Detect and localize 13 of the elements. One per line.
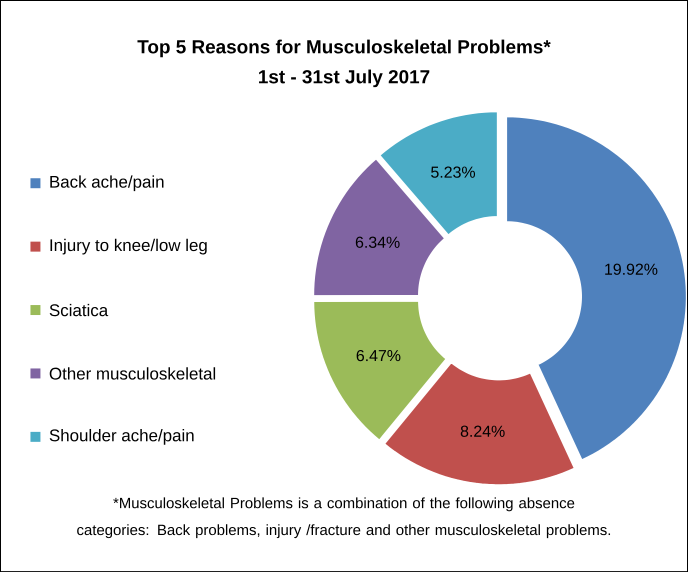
legend-label: Shoulder ache/pain xyxy=(50,428,194,445)
data-label: 6.34% xyxy=(356,236,400,248)
legend-label: Back ache/pain xyxy=(50,175,164,192)
chart-subtitle: 1st - 31st July 2017 xyxy=(259,69,430,88)
data-label: 19.92% xyxy=(605,264,658,275)
text: *Musculoskeletal Problems is a combination of the following absence categories: Back problems, injury /fracture and other musculoskeletal problems. xyxy=(77,497,610,538)
legend-label: Injury to knee/low leg xyxy=(50,238,207,254)
data-label: 6.47% xyxy=(356,350,400,362)
data-label: 8.24% xyxy=(460,426,505,437)
data-label: 5.23% xyxy=(431,166,476,178)
legend-label: Sciatica xyxy=(50,304,108,316)
chart-title: Top 5 Reasons for Musculoskeletal Problems* xyxy=(137,40,551,58)
legend-label: Other musculoskeletal xyxy=(50,367,216,380)
